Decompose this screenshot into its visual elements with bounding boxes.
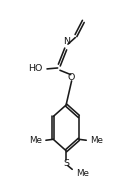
Text: HO: HO: [28, 64, 42, 73]
Text: Me: Me: [90, 136, 103, 145]
Text: S: S: [63, 159, 69, 168]
Text: Me: Me: [30, 136, 42, 145]
Text: Me: Me: [76, 169, 89, 178]
Text: O: O: [68, 73, 75, 82]
Text: N: N: [63, 37, 70, 46]
